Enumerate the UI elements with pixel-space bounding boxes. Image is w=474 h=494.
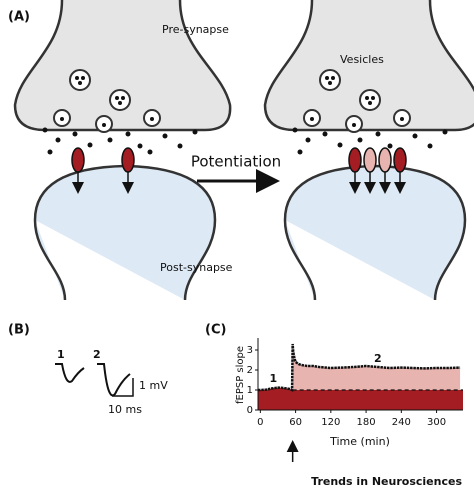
x-tick-label: 120 [321,417,340,428]
x-tick-label: 0 [257,417,263,428]
label: Vesicles [340,53,384,66]
footer: Trends in Neurosciences [311,475,462,488]
potentiation-area [292,344,461,390]
receptors-after [348,147,407,194]
trace [55,363,85,383]
label: Pre-synapse [162,23,229,36]
scale-label: 1 mV [139,379,168,392]
scale-bar [112,378,134,397]
receptors-before [71,147,135,194]
y-tick-label: 3 [247,345,253,356]
y-axis-label: fEPSP slope [235,346,246,404]
scale-label: 10 ms [108,403,142,416]
x-tick-label: 180 [357,417,376,428]
baseline-area [258,387,293,410]
baseline-area [258,390,463,410]
panel-label: (B) [8,323,30,338]
x-tick-label: 300 [427,417,446,428]
panel-label: (C) [205,323,226,338]
trace-label: 1 [57,348,65,361]
trace-label: 2 [93,348,101,361]
x-axis-label: Time (min) [329,435,390,448]
chart: 0 1 2 3 0 60 120 180 240 300 1 2 [247,338,463,462]
y-tick-label: 2 [247,365,253,376]
trace [97,363,131,397]
y-tick-label: 0 [247,405,253,416]
x-tick-label: 60 [289,417,302,428]
data-line [258,343,461,392]
synapse-before [13,0,232,302]
panel-label: (A) [8,10,30,25]
x-tick-label: 240 [392,417,411,428]
annotation: 1 [269,372,277,385]
annotation: 2 [374,352,382,365]
label: Post-synapse [160,261,233,274]
y-tick-label: 1 [247,385,253,396]
label: Potentiation [191,153,281,171]
